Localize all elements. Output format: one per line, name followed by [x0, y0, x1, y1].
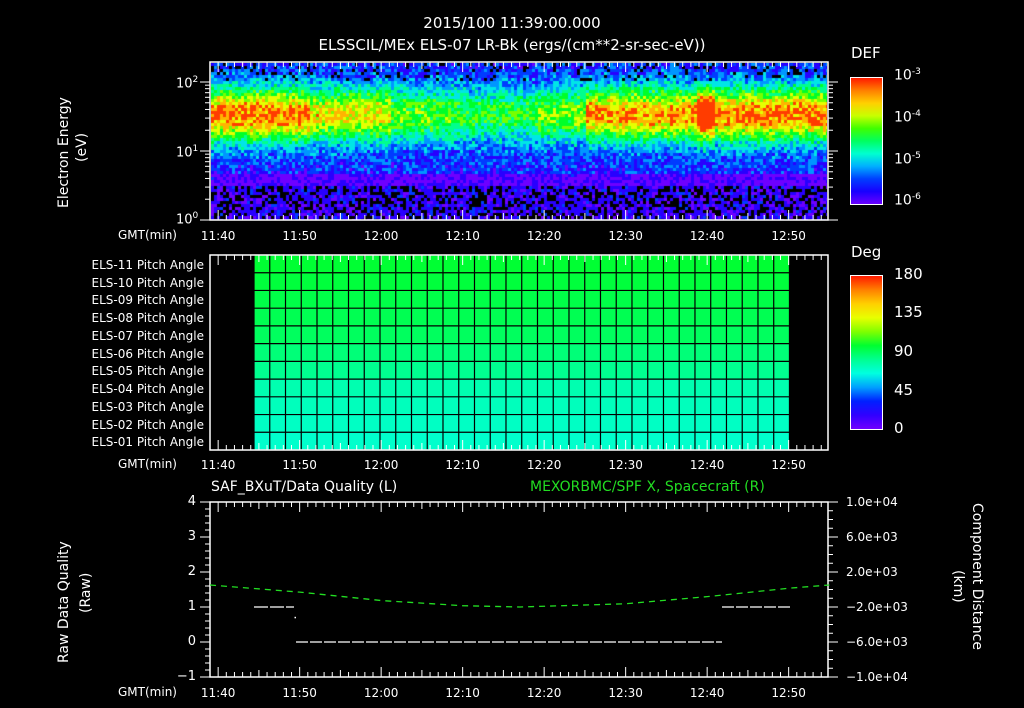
def-tick-1e-4: 10-4	[894, 109, 921, 126]
right-series-title: MEXORBMC/SPF X, Spacecraft (R)	[530, 479, 765, 495]
quality-y-tick: 3	[187, 529, 196, 544]
time-tick-label: 12:40	[689, 686, 725, 700]
pitch-angle-row-label: ELS-02 Pitch Angle	[91, 417, 204, 432]
pitch-angle-row-label: ELS-08 Pitch Angle	[91, 311, 204, 326]
def-colorbar	[850, 77, 883, 205]
energy-tick-100: 102	[176, 75, 199, 92]
time-tick-label: 12:10	[445, 229, 480, 243]
time-axis-label-1: GMT(min)	[118, 228, 177, 242]
time-tick-label: 12:20	[526, 458, 562, 472]
energy-tick-1: 100	[176, 211, 199, 228]
def-colorbar-title: DEF	[851, 44, 881, 62]
deg-tick-135: 135	[894, 303, 923, 321]
def-tick-1e-5: 10-5	[894, 151, 921, 168]
time-tick-label: 12:50	[771, 229, 806, 243]
deg-tick-0: 0	[894, 419, 904, 437]
deg-tick-180: 180	[894, 265, 923, 283]
time-tick-label: 11:40	[200, 229, 236, 243]
deg-colorbar-title: Deg	[851, 243, 882, 261]
time-tick-label: 12:10	[445, 458, 480, 472]
left-series-title: SAF_BXuT/Data Quality (L)	[211, 479, 398, 495]
time-tick-label: 12:30	[608, 686, 643, 700]
time-tick-label: 12:00	[363, 458, 399, 472]
distance-axis-label: Component Distance	[969, 503, 985, 650]
deg-tick-45: 45	[894, 381, 914, 399]
time-tick-label: 12:40	[689, 458, 725, 472]
quality-axis-label: Raw Data Quality	[56, 541, 72, 663]
plot-timestamp: 2015/100 11:39:00.000	[423, 14, 601, 32]
distance-y-tick: 6.0e+03	[846, 530, 898, 544]
pitch-angle-row-label: ELS-10 Pitch Angle	[91, 275, 204, 290]
time-tick-label: 12:50	[771, 686, 806, 700]
distance-y-tick: 1.0e+04	[846, 495, 898, 509]
time-tick-label: 12:30	[608, 458, 643, 472]
distance-y-tick: 2.0e+03	[846, 565, 898, 579]
def-tick-1e-3: 10-3	[894, 67, 921, 84]
time-tick-label: 12:10	[445, 686, 480, 700]
time-tick-label: 11:40	[200, 686, 236, 700]
pitch-angle-row-label: ELS-09 Pitch Angle	[91, 293, 204, 308]
time-tick-label: 12:50	[771, 458, 806, 472]
distance-axis-unit: (km)	[950, 570, 966, 603]
quality-y-tick: 2	[187, 564, 196, 579]
time-tick-label: 11:50	[282, 458, 317, 472]
time-tick-label: 11:50	[282, 686, 317, 700]
pitch-angle-row-label: ELS-01 Pitch Angle	[91, 435, 204, 450]
distance-y-tick: −1.0e+04	[846, 670, 908, 684]
time-tick-label: 12:00	[363, 229, 399, 243]
pitch-angle-row-label: ELS-04 Pitch Angle	[91, 382, 204, 397]
quality-y-tick: 1	[187, 599, 196, 614]
time-axis-label-3: GMT(min)	[118, 685, 177, 699]
pitch-angle-row-label: ELS-06 Pitch Angle	[91, 346, 204, 361]
time-tick-label: 11:40	[200, 458, 236, 472]
pitch-angle-row-label: ELS-03 Pitch Angle	[91, 399, 204, 414]
def-tick-1e-6: 10-6	[894, 192, 921, 209]
quality-y-tick: 0	[187, 634, 196, 649]
time-tick-label: 12:00	[363, 686, 399, 700]
time-axis-label-2: GMT(min)	[118, 457, 177, 471]
distance-y-tick: −2.0e+03	[846, 600, 908, 614]
distance-y-tick: −6.0e+03	[846, 635, 908, 649]
time-tick-label: 11:50	[282, 229, 317, 243]
time-tick-label: 12:40	[689, 229, 725, 243]
pitch-angle-row-label: ELS-07 Pitch Angle	[91, 328, 204, 343]
pitch-angle-row-label: ELS-11 Pitch Angle	[91, 258, 204, 272]
energy-tick-10: 101	[176, 144, 199, 161]
time-tick-label: 12:20	[526, 229, 562, 243]
time-tick-label: 12:20	[526, 686, 562, 700]
quality-y-tick: 4	[187, 494, 196, 509]
energy-spectrogram	[211, 63, 827, 220]
pitch-angle-row-label: ELS-05 Pitch Angle	[91, 364, 204, 379]
deg-colorbar	[850, 275, 883, 430]
plot-subtitle: ELSSCIL/MEx ELS-07 LR-Bk (ergs/(cm**2-sr…	[318, 36, 706, 54]
quality-axis-unit: (Raw)	[78, 572, 94, 613]
time-tick-label: 12:30	[608, 229, 643, 243]
deg-tick-90: 90	[894, 342, 914, 360]
quality-y-tick: −1	[176, 669, 196, 684]
